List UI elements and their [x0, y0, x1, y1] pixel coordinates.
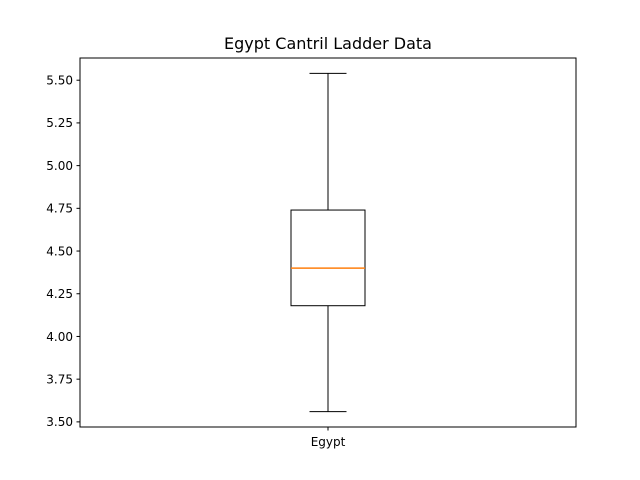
y-tick-label: 5.00 [46, 159, 73, 173]
y-tick-label: 3.75 [46, 372, 73, 386]
y-tick-label: 5.25 [46, 116, 73, 130]
x-axis: Egypt [311, 427, 346, 449]
x-tick-label: Egypt [311, 435, 346, 449]
y-tick-label: 4.50 [46, 244, 73, 258]
boxes [290, 72, 366, 413]
y-tick-label: 4.00 [46, 330, 73, 344]
y-tick-label: 4.25 [46, 287, 73, 301]
chart-title: Egypt Cantril Ladder Data [224, 34, 432, 53]
iqr-box [290, 209, 366, 307]
y-tick-label: 5.50 [46, 74, 73, 88]
y-axis: 3.50 3.75 4.00 4.25 4.50 4.75 5.00 5.25 5.50 [46, 74, 80, 429]
y-tick-label: 4.75 [46, 202, 73, 216]
y-tick-label: 3.50 [46, 415, 73, 429]
